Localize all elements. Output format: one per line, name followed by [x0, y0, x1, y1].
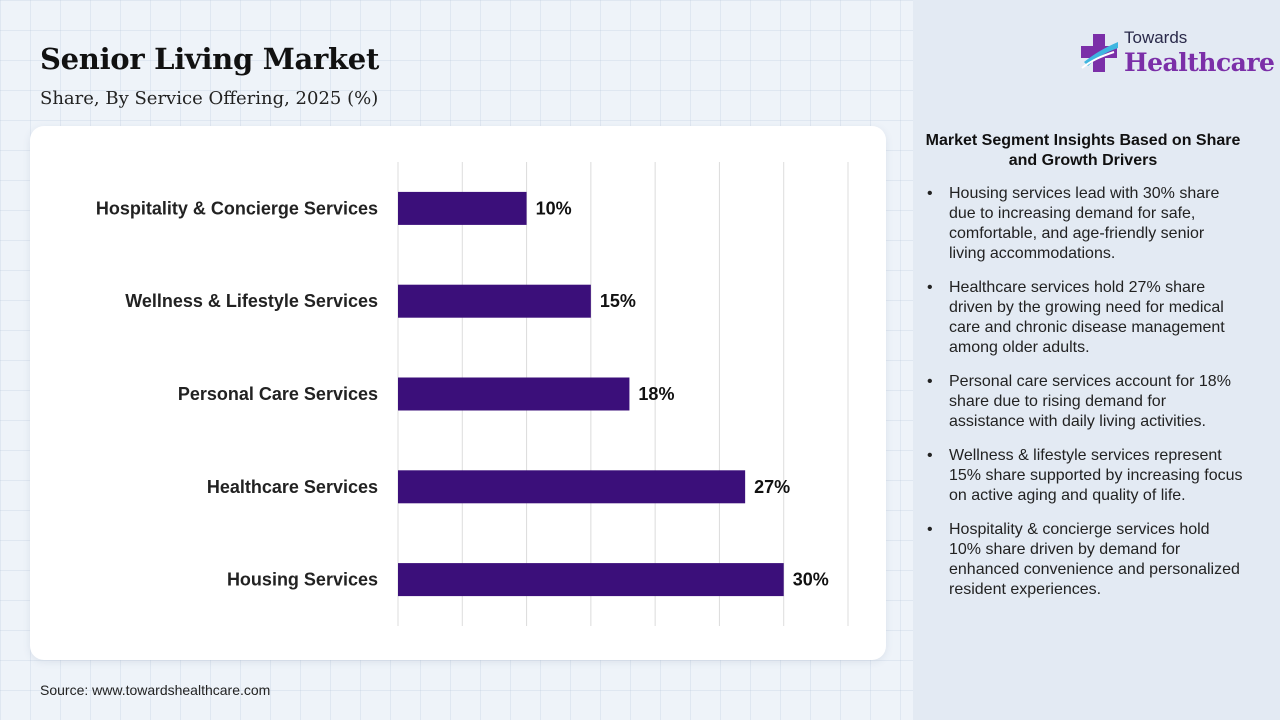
bar	[398, 470, 746, 504]
data-label: 18%	[638, 384, 674, 404]
source-note: Source: www.towardshealthcare.com	[40, 682, 271, 698]
insight-item: Hospitality & concierge services hold 10…	[925, 520, 1245, 600]
data-label: 10%	[536, 198, 572, 218]
insight-item: Wellness & lifestyle services represent …	[925, 446, 1245, 506]
insights-panel	[913, 0, 1280, 720]
category-label: Personal Care Services	[178, 384, 378, 404]
brand-logo: Towards Healthcare	[1080, 28, 1275, 78]
cross-icon	[1081, 34, 1118, 72]
category-label: Healthcare Services	[207, 477, 378, 497]
data-label: 15%	[600, 291, 636, 311]
bar-chart: Hospitality & Concierge Services 10% Welln…	[96, 162, 849, 626]
bar	[398, 284, 591, 318]
page-title: Senior Living Market	[40, 42, 380, 76]
bar	[398, 191, 527, 225]
insights-list: Housing services lead with 30% share due…	[925, 184, 1245, 614]
page-subtitle: Share, By Service Offering, 2025 (%)	[40, 88, 379, 109]
category-label: Hospitality & Concierge Services	[96, 198, 378, 218]
logo-text-top: Towards	[1124, 28, 1188, 47]
logo-text-main: Healthcare	[1124, 48, 1275, 77]
insights-heading: Market Segment Insights Based on Share a…	[925, 132, 1241, 169]
bar	[398, 377, 630, 411]
chart-card: Hospitality & Concierge Services 10% Welln…	[30, 126, 886, 660]
insight-item: Housing services lead with 30% share due…	[925, 184, 1245, 264]
data-label: 27%	[754, 477, 790, 497]
bar	[398, 563, 784, 597]
insight-item: Personal care services account for 18% s…	[925, 372, 1245, 432]
insight-item: Healthcare services hold 27% share drive…	[925, 278, 1245, 358]
category-label: Housing Services	[227, 570, 378, 590]
data-label: 30%	[793, 570, 829, 590]
category-label: Wellness & Lifestyle Services	[125, 291, 378, 311]
